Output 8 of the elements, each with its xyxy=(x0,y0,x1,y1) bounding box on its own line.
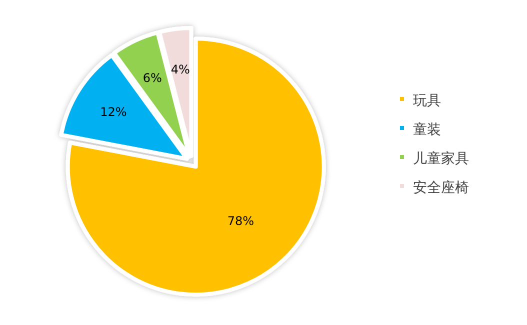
legend-label: 玩具 xyxy=(413,93,441,109)
legend-label: 儿童家具 xyxy=(413,151,469,167)
data-label: 6% xyxy=(142,70,162,85)
data-label: 12% xyxy=(100,105,127,120)
legend-label: 安全座椅 xyxy=(413,180,469,196)
data-label: 4% xyxy=(170,62,190,77)
data-label: 78% xyxy=(227,214,254,228)
legend-label: 童装 xyxy=(413,122,441,138)
